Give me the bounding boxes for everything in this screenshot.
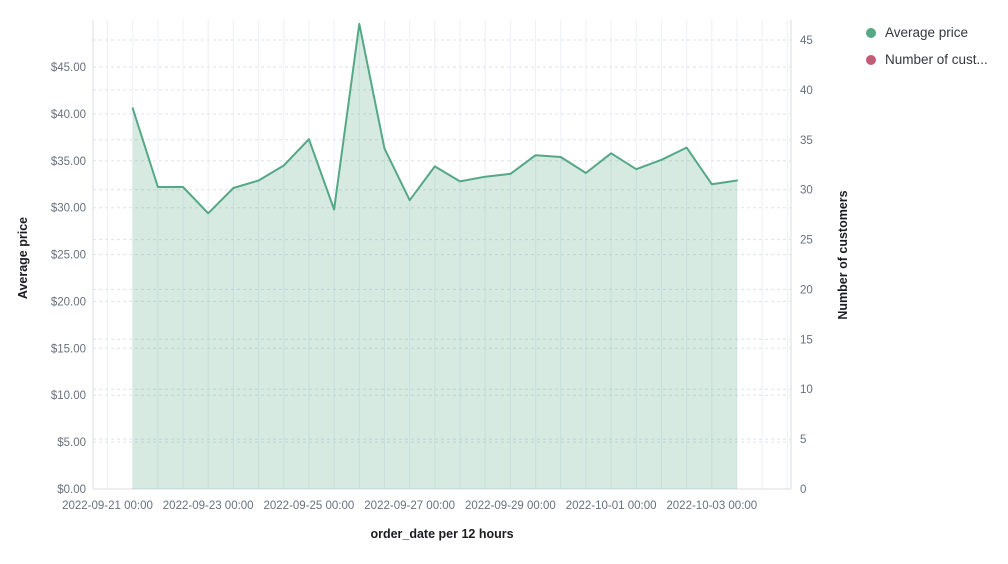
svg-text:$35.00: $35.00: [51, 156, 86, 168]
svg-text:40: 40: [800, 85, 813, 97]
svg-text:20: 20: [800, 284, 813, 296]
right-axis-tick-labels: 0 5 10 15 20 25 30 35 40 45: [800, 35, 813, 496]
svg-text:2022-09-21 00:00: 2022-09-21 00:00: [62, 500, 153, 512]
svg-text:2022-09-29 00:00: 2022-09-29 00:00: [465, 500, 556, 512]
svg-text:2022-09-23 00:00: 2022-09-23 00:00: [163, 500, 254, 512]
right-axis-title: Number of customers: [836, 190, 850, 319]
series-area-average-price: [132, 23, 737, 490]
series-line-average-price: [131, 22, 738, 215]
legend: Average price Number of cust...: [866, 19, 988, 73]
svg-text:15: 15: [800, 334, 813, 346]
svg-text:$15.00: $15.00: [51, 343, 86, 355]
series-color-dot-icon: [866, 54, 876, 65]
svg-text:30: 30: [800, 185, 813, 197]
series-color-dot-icon: [866, 27, 876, 38]
svg-text:2022-09-27 00:00: 2022-09-27 00:00: [364, 500, 455, 512]
svg-text:$10.00: $10.00: [51, 390, 86, 402]
svg-text:$5.00: $5.00: [57, 437, 86, 449]
x-axis-title: order_date per 12 hours: [370, 527, 513, 541]
svg-text:$20.00: $20.00: [51, 296, 86, 308]
svg-text:35: 35: [800, 135, 813, 147]
svg-text:45: 45: [800, 35, 813, 47]
svg-text:0: 0: [800, 484, 806, 496]
svg-text:$40.00: $40.00: [51, 109, 86, 121]
left-axis-title: Average price: [16, 217, 30, 299]
svg-text:$0.00: $0.00: [57, 484, 86, 496]
legend-item-number-of-customers[interactable]: Number of cust...: [866, 46, 988, 73]
svg-text:10: 10: [800, 384, 813, 396]
legend-item-average-price[interactable]: Average price: [866, 19, 988, 46]
left-axis-tick-labels: $0.00 $5.00 $10.00 $15.00 $20.00 $25.00 $30.00…: [51, 62, 86, 496]
legend-label-number-of-customers: Number of cust...: [885, 52, 988, 67]
svg-text:5: 5: [800, 434, 806, 446]
svg-text:25: 25: [800, 235, 813, 247]
svg-text:2022-09-25 00:00: 2022-09-25 00:00: [263, 500, 354, 512]
svg-text:2022-10-03 00:00: 2022-10-03 00:00: [666, 500, 757, 512]
svg-text:2022-10-01 00:00: 2022-10-01 00:00: [566, 500, 657, 512]
axis-lines: [92, 20, 792, 490]
y-gridlines: [93, 39, 791, 443]
svg-text:$30.00: $30.00: [51, 203, 86, 215]
svg-text:$25.00: $25.00: [51, 250, 86, 262]
legend-label-average-price: Average price: [885, 25, 969, 40]
x-axis-tick-labels: 2022-09-21 00:00 2022-09-23 00:00 2022-09-…: [62, 500, 757, 512]
svg-text:$45.00: $45.00: [51, 62, 86, 74]
